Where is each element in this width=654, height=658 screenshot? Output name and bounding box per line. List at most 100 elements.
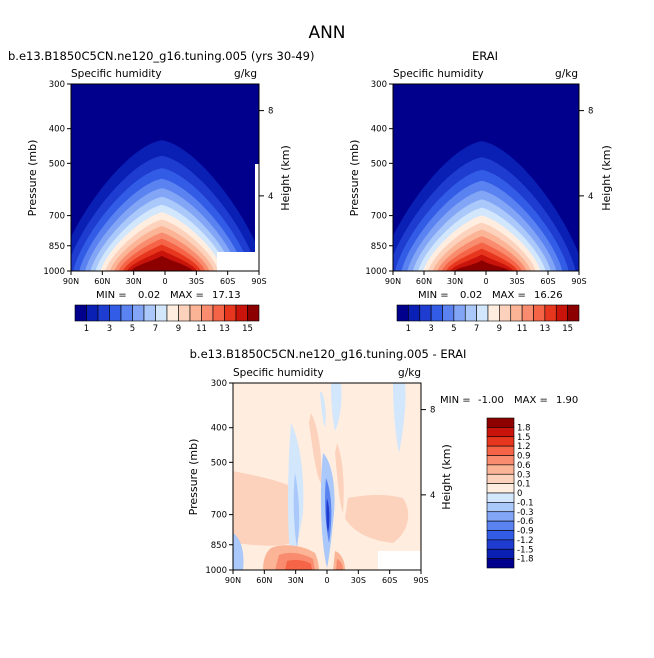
panel-erai-min-label: MIN = — [418, 290, 449, 301]
y-tick-label: 300 — [49, 80, 65, 90]
contour-level-15 — [454, 260, 510, 271]
diff-pos-upper-mid — [309, 413, 322, 483]
colorbar-swatch — [544, 304, 557, 322]
panel-model-field — [71, 84, 259, 271]
panel-erai-contours — [393, 141, 579, 271]
y-tick-label: 850 — [49, 242, 65, 252]
colorbar-label: 1.8 — [517, 423, 531, 433]
y-tick-label: 700 — [211, 511, 227, 521]
panel-model-min-value: 0.02 — [138, 290, 160, 301]
diff-neg-left-core — [293, 473, 300, 548]
panel-erai-min-value: 0.02 — [460, 290, 482, 301]
colorbar-label: 11 — [196, 324, 207, 334]
x-tick-label: 0 — [483, 277, 488, 286]
colorbar-swatch — [486, 548, 515, 559]
colorbar-label: -1.5 — [517, 545, 534, 555]
y-tick-label: 400 — [49, 125, 65, 135]
panel-model-missing-edge — [255, 164, 259, 264]
colorbar-label: 15 — [562, 324, 573, 334]
colorbar-swatch — [567, 304, 580, 322]
panel-model-max-label: MAX = — [170, 290, 204, 301]
panel-diff-min-value: -1.00 — [478, 395, 504, 406]
panel-erai-y-ticks: 300 400 500 700 850 1000 — [365, 80, 393, 277]
diff-neg-center-3 — [326, 498, 330, 533]
colorbar-swatch — [396, 304, 409, 322]
colorbar-swatch — [97, 304, 110, 322]
panel-model-ylabel: Pressure (mb) — [26, 140, 39, 217]
colorbar-swatch — [486, 483, 515, 494]
colorbar-label: 0 — [517, 489, 522, 499]
panel-model-colorbar: 1 3 5 7 9 11 13 15 — [74, 304, 260, 334]
panel-model-subtitle-right: g/kg — [234, 68, 257, 80]
panel-diff: b.e13.B1850C5CN.ne120_g16.tuning.005 - E… — [187, 347, 578, 585]
y-tick-label: 500 — [371, 159, 387, 169]
panel-model-min-label: MIN = — [96, 290, 127, 301]
diff-pos-nh-midlat — [233, 471, 292, 546]
right-tick-label: 8 — [430, 406, 435, 416]
colorbar-swatch — [486, 436, 515, 447]
panel-model: b.e13.B1850C5CN.ne120_g16.tuning.005 (yr… — [8, 49, 314, 334]
colorbar-label: 5 — [130, 324, 135, 334]
x-tick-label: 90N — [225, 576, 241, 585]
right-tick-label: 4 — [588, 192, 593, 202]
panel-diff-ylabel: Pressure (mb) — [187, 439, 200, 516]
diff-pos-sh-midlat — [345, 494, 409, 543]
colorbar-swatch — [486, 417, 515, 428]
panel-erai-x-ticks: 90N 60N 30N 0 30S 60S 90S — [385, 271, 587, 286]
panel-erai-field — [393, 84, 579, 271]
y-tick-label: 400 — [211, 424, 227, 434]
colorbar-swatch — [486, 445, 515, 456]
panel-erai-max-label: MAX = — [492, 290, 526, 301]
y-tick-label: 1000 — [365, 267, 387, 277]
colorbar-swatch — [143, 304, 156, 322]
panel-model-title: b.e13.B1850C5CN.ne120_g16.tuning.005 (yr… — [8, 49, 314, 63]
colorbar-label: 1 — [84, 324, 89, 334]
x-tick-label: 90S — [413, 576, 428, 585]
y-tick-label: 850 — [211, 541, 227, 551]
panel-erai-subtitle-right: g/kg — [555, 68, 578, 80]
colorbar-swatch — [178, 304, 191, 322]
colorbar-swatch — [487, 304, 500, 322]
x-tick-label: 90S — [251, 277, 266, 286]
y-tick-label: 1000 — [43, 267, 65, 277]
colorbar-label: 9 — [497, 324, 502, 334]
colorbar-label: 13 — [219, 324, 230, 334]
right-tick-label: 4 — [268, 192, 273, 202]
colorbar-swatch — [533, 304, 546, 322]
panel-erai-right-ticks: 84 — [579, 107, 593, 202]
x-tick-label: 30N — [288, 576, 304, 585]
colorbar-swatch — [486, 473, 515, 484]
panel-model-contours — [71, 140, 259, 271]
y-tick-label: 300 — [371, 80, 387, 90]
panel-diff-title: b.e13.B1850C5CN.ne120_g16.tuning.005 - E… — [190, 347, 467, 361]
colorbar-label: 15 — [242, 324, 253, 334]
panel-diff-subtitle-right: g/kg — [398, 367, 421, 379]
x-tick-label: 60S — [382, 576, 397, 585]
colorbar-swatch — [499, 304, 512, 322]
colorbar-label: 1.2 — [517, 442, 531, 452]
panel-diff-colorbar: 1.81.51.20.90.60.30.10-0.1-0.3-0.6-0.9-1… — [486, 417, 534, 569]
diff-pos-sh-band — [335, 443, 344, 513]
x-tick-label: 60S — [220, 277, 235, 286]
colorbar-label: -0.1 — [517, 498, 534, 508]
colorbar-swatch — [486, 520, 515, 531]
colorbar-label: 0.1 — [517, 480, 531, 490]
panel-erai-max-value: 16.26 — [534, 290, 563, 301]
y-tick-label: 1000 — [205, 566, 227, 576]
colorbar-swatch — [486, 492, 515, 503]
panel-diff-min-label: MIN = — [440, 395, 471, 406]
colorbar-swatch — [555, 304, 568, 322]
colorbar-swatch — [201, 304, 214, 322]
panel-diff-max-label: MAX = — [514, 395, 548, 406]
colorbar-swatch — [155, 304, 168, 322]
colorbar-label: 0.6 — [517, 461, 531, 471]
x-tick-label: 30S — [509, 277, 524, 286]
panel-model-x-ticks: 90N 60N 30N 0 30S 60S 90S — [63, 271, 267, 286]
x-tick-label: 0 — [162, 277, 167, 286]
colorbar-label: 5 — [451, 324, 456, 334]
panel-model-y-ticks: 300 400 500 700 850 1000 — [43, 80, 71, 277]
panel-diff-max-value: 1.90 — [556, 395, 578, 406]
x-tick-label: 90N — [385, 277, 401, 286]
